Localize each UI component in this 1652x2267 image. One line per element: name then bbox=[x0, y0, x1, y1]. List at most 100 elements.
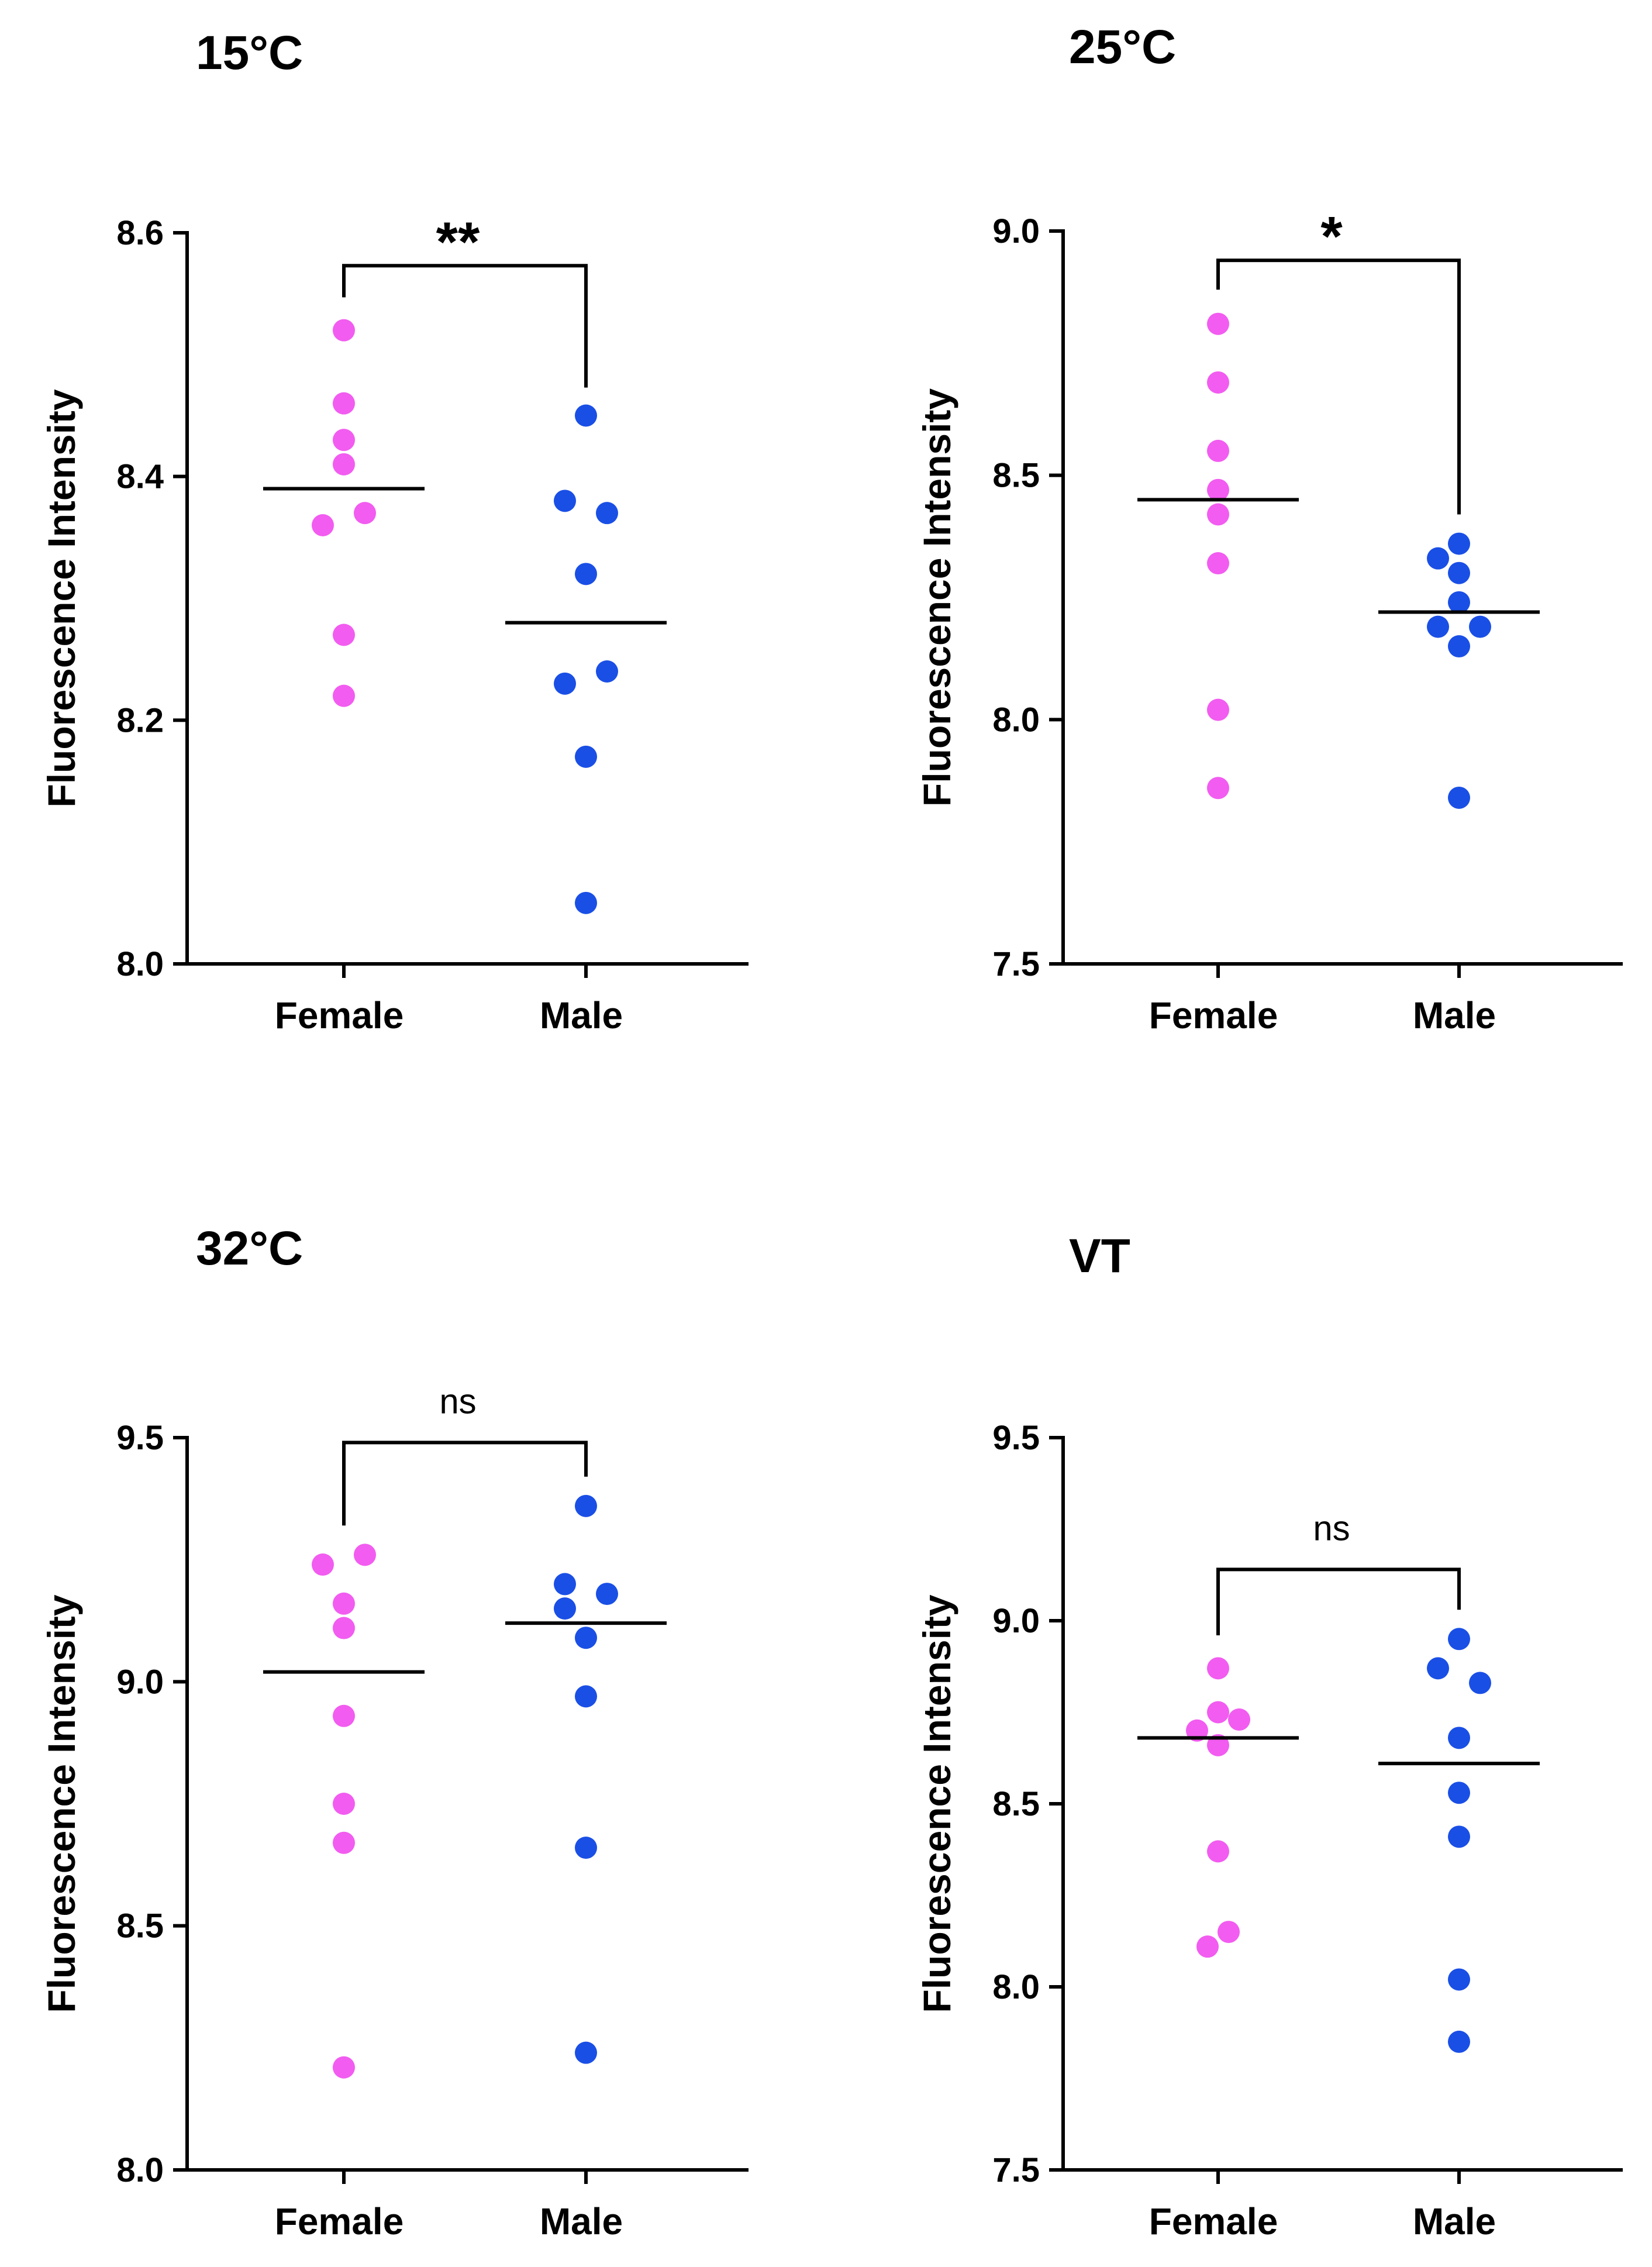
data-point bbox=[1448, 561, 1470, 584]
data-point bbox=[575, 1627, 597, 1649]
data-point bbox=[1207, 1840, 1229, 1863]
data-point bbox=[575, 1494, 597, 1517]
series-female bbox=[263, 1544, 425, 2079]
y-tick-label: 9.5 bbox=[116, 1419, 164, 1457]
chart-title: 32°C bbox=[196, 1222, 303, 1275]
data-point bbox=[1469, 615, 1491, 638]
y-axis-label: Fluorescence Intensity bbox=[40, 1594, 83, 2013]
data-point bbox=[554, 672, 576, 695]
x-tick-label-male: Male bbox=[1413, 994, 1496, 1036]
data-point bbox=[1207, 1701, 1229, 1724]
data-point bbox=[1218, 1921, 1240, 1944]
y-tick-label: 8.0 bbox=[116, 2151, 164, 2189]
series-male bbox=[505, 1494, 667, 2064]
series-female bbox=[1137, 312, 1299, 800]
data-point bbox=[575, 745, 597, 768]
data-point bbox=[1207, 371, 1229, 394]
y-tick-label: 9.5 bbox=[992, 1419, 1040, 1457]
data-point bbox=[1448, 532, 1470, 555]
data-point bbox=[333, 1831, 355, 1854]
x-tick-label-male: Male bbox=[1413, 2200, 1496, 2242]
data-point bbox=[1207, 312, 1229, 335]
data-point bbox=[1469, 1672, 1491, 1694]
data-point bbox=[333, 623, 355, 646]
x-tick-label-female: Female bbox=[275, 2200, 404, 2242]
data-point bbox=[333, 1704, 355, 1727]
chart-title: 25°C bbox=[1069, 20, 1176, 74]
data-point bbox=[575, 563, 597, 585]
significance-label: ns bbox=[1313, 1508, 1350, 1548]
chart-2: 32°C 8.0 8.5 9.0 9.5 Fluorescence Intensity Fe… bbox=[40, 1222, 749, 2242]
significance-bracket bbox=[342, 264, 588, 388]
x-tick-label-female: Female bbox=[1149, 994, 1278, 1036]
data-point bbox=[575, 404, 597, 427]
data-point bbox=[1207, 552, 1229, 575]
data-point bbox=[1448, 1825, 1470, 1848]
data-point bbox=[312, 1553, 334, 1576]
data-point bbox=[554, 490, 576, 512]
data-point bbox=[1207, 698, 1229, 721]
data-point bbox=[596, 660, 618, 683]
data-point bbox=[554, 1573, 576, 1596]
y-tick-label: 8.5 bbox=[992, 457, 1040, 495]
data-point bbox=[333, 319, 355, 342]
y-axis-label: Fluorescence Intensity bbox=[40, 389, 83, 808]
y-tick-label: 7.5 bbox=[992, 945, 1040, 983]
data-point bbox=[1207, 503, 1229, 526]
data-point bbox=[1448, 2030, 1470, 2053]
data-point bbox=[1207, 1657, 1229, 1680]
data-point bbox=[333, 1592, 355, 1615]
y-tick-label: 8.5 bbox=[992, 1785, 1040, 1823]
y-axis-label: Fluorescence Intensity bbox=[915, 388, 958, 807]
chart-1: 25°C 7.5 8.0 8.5 9.0 Fluorescence Intensity Fe… bbox=[915, 20, 1623, 1036]
x-tick-label-male: Male bbox=[540, 2200, 623, 2242]
y-tick-label: 8.0 bbox=[116, 945, 164, 983]
data-point bbox=[312, 514, 334, 536]
data-point bbox=[1448, 1782, 1470, 1804]
chart-title: VT bbox=[1069, 1229, 1130, 1283]
series-female bbox=[263, 319, 425, 707]
data-point bbox=[1186, 1719, 1208, 1742]
y-tick-label: 9.0 bbox=[116, 1663, 164, 1701]
data-point bbox=[1207, 1734, 1229, 1756]
series-male bbox=[1378, 1628, 1540, 2053]
data-point bbox=[575, 1685, 597, 1708]
data-point bbox=[1207, 478, 1229, 501]
x-tick-label-male: Male bbox=[540, 994, 623, 1036]
data-point bbox=[333, 453, 355, 476]
series-male bbox=[505, 404, 667, 914]
data-point bbox=[1448, 1968, 1470, 1991]
data-point bbox=[1196, 1935, 1219, 1958]
data-point bbox=[1427, 615, 1449, 638]
series-male bbox=[1378, 532, 1540, 809]
y-tick-label: 8.5 bbox=[116, 1907, 164, 1945]
data-point bbox=[1207, 777, 1229, 800]
data-point bbox=[333, 2056, 355, 2079]
x-tick-label-female: Female bbox=[1149, 2200, 1278, 2242]
data-point bbox=[1427, 547, 1449, 570]
data-point bbox=[333, 1617, 355, 1639]
significance-bracket bbox=[1216, 259, 1461, 515]
y-tick-label: 7.5 bbox=[992, 2151, 1040, 2189]
data-point bbox=[1228, 1708, 1250, 1731]
chart-0: 15°C 8.0 8.2 8.4 8.6 Fluorescence Intensity Fe… bbox=[40, 26, 749, 1036]
data-point bbox=[1207, 439, 1229, 462]
data-point bbox=[596, 502, 618, 525]
data-point bbox=[1427, 1657, 1449, 1680]
data-point bbox=[354, 502, 376, 525]
y-tick-label: 9.0 bbox=[992, 212, 1040, 250]
data-point bbox=[575, 2041, 597, 2064]
data-point bbox=[1448, 1628, 1470, 1651]
data-point bbox=[596, 1583, 618, 1605]
data-point bbox=[354, 1544, 376, 1566]
significance-label: * bbox=[1320, 205, 1343, 268]
significance-bracket bbox=[1216, 1567, 1461, 1636]
y-tick-label: 8.4 bbox=[116, 458, 164, 496]
data-point bbox=[333, 429, 355, 452]
data-point bbox=[554, 1597, 576, 1620]
chart-title: 15°C bbox=[196, 26, 303, 80]
chart-3: VT 7.5 8.0 8.5 9.0 9.5 Fluorescence Intensity F… bbox=[915, 1229, 1623, 2242]
data-point bbox=[575, 1837, 597, 1859]
data-point bbox=[1448, 635, 1470, 658]
